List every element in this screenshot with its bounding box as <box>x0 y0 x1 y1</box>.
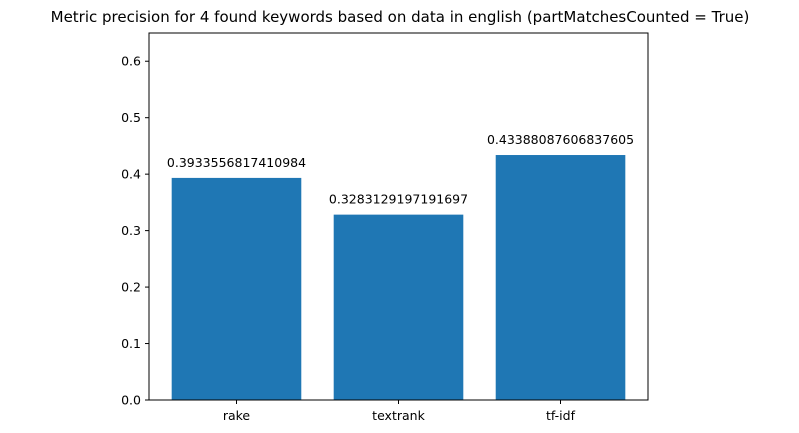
bar-textrank <box>333 214 464 400</box>
y-tick-label-0.4: 0.4 <box>121 167 141 182</box>
y-tick-label-0.6: 0.6 <box>121 54 141 69</box>
plot-frame <box>148 32 649 401</box>
x-tick-label-rake: rake <box>223 408 251 423</box>
bars-layer <box>171 155 626 400</box>
x-axis: rake textrank tf-idf <box>223 400 576 423</box>
x-tick-label-textrank: textrank <box>372 408 425 423</box>
y-tick-label-0.3: 0.3 <box>121 223 141 238</box>
data-labels-layer: 0.3933556817410984 0.3283129197191697 0.43… <box>167 132 634 207</box>
x-tick-label-tf-idf: tf-idf <box>546 408 576 423</box>
y-tick-label-0.0: 0.0 <box>121 393 141 408</box>
y-tick-label-0.2: 0.2 <box>121 280 141 295</box>
chart-title: Metric precision for 4 found keywords ba… <box>51 8 750 26</box>
y-axis: 0.0 0.1 0.2 0.3 0.4 0.5 0.6 <box>121 54 149 408</box>
bar-tf-idf <box>495 155 626 400</box>
y-tick-label-0.5: 0.5 <box>121 110 141 125</box>
bar-rake <box>171 177 302 400</box>
data-label-rake: 0.3933556817410984 <box>167 155 306 170</box>
data-label-tf-idf: 0.43388087606837605 <box>487 132 634 147</box>
y-tick-label-0.1: 0.1 <box>121 336 141 351</box>
data-label-textrank: 0.3283129197191697 <box>329 192 468 207</box>
